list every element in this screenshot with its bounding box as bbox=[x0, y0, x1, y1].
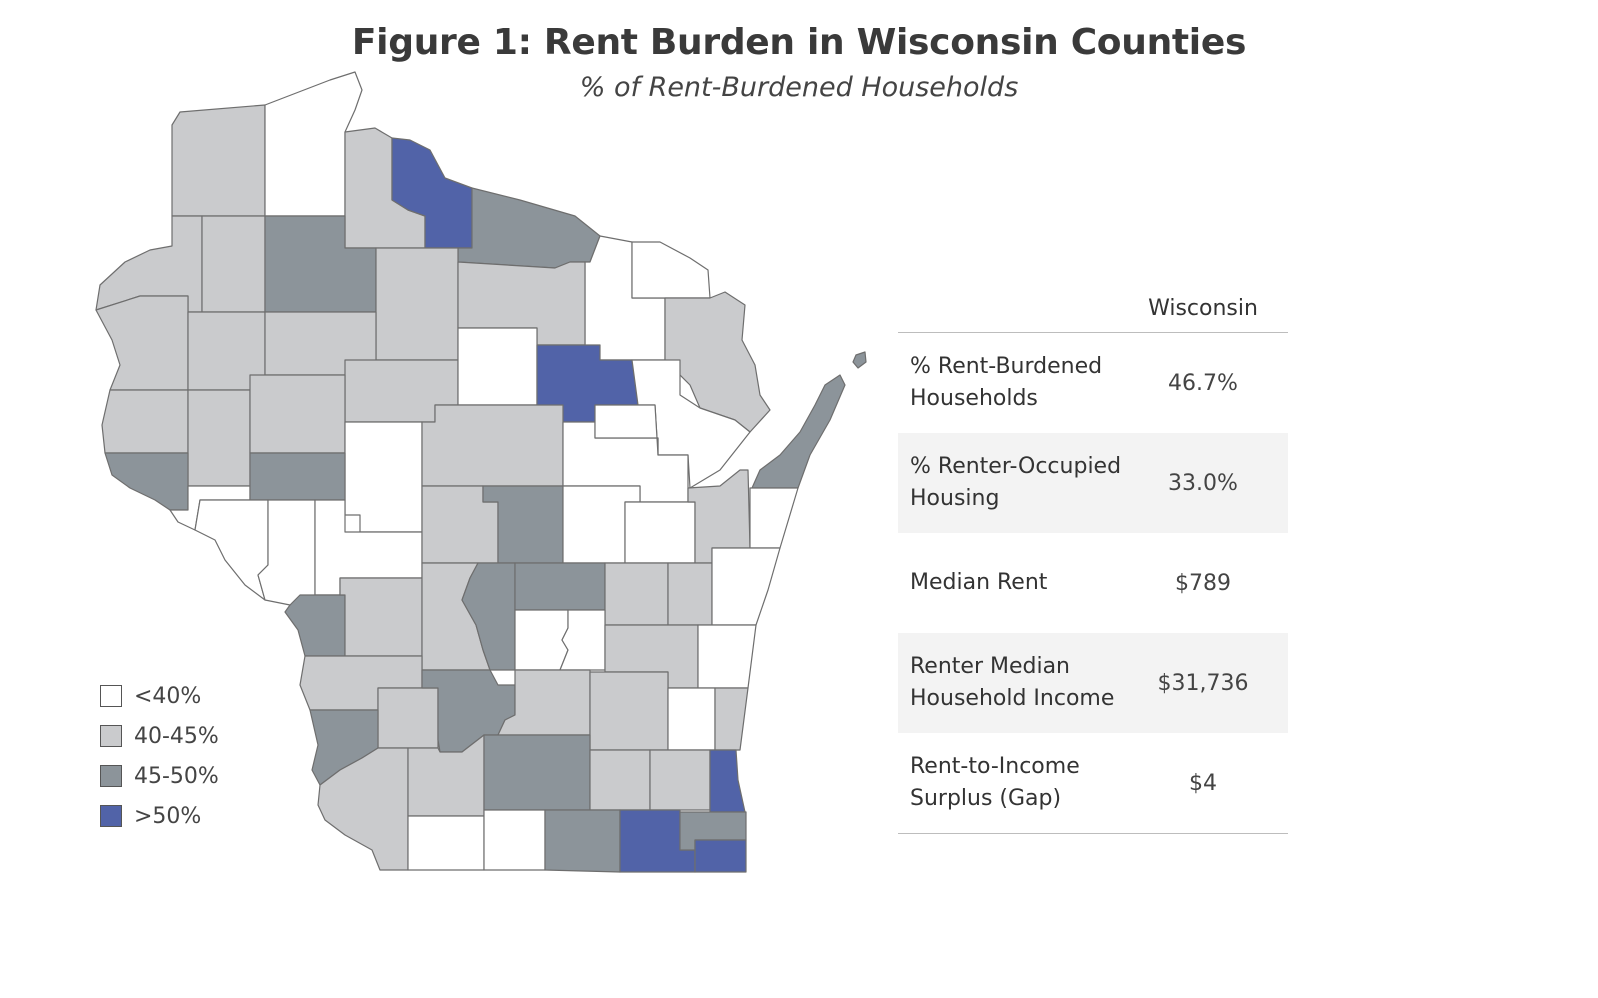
county-clark bbox=[344, 421, 423, 533]
county-monroe bbox=[339, 577, 423, 657]
county-dodge bbox=[589, 671, 669, 751]
legend-label: >50% bbox=[134, 803, 202, 829]
county-jefferson bbox=[589, 749, 651, 811]
table-header: Wisconsin bbox=[898, 292, 1288, 333]
legend-item-40-45: 40-45% bbox=[100, 716, 219, 756]
county-lincoln bbox=[457, 327, 538, 406]
county-polk bbox=[95, 295, 189, 391]
row-label: % Renter-Occupied Housing bbox=[910, 454, 1122, 511]
county-price bbox=[375, 247, 459, 361]
county-lafayette bbox=[407, 815, 485, 871]
row-value: 46.7% bbox=[1168, 370, 1238, 396]
map-legend: <40% 40-45% 45-50% >50% bbox=[100, 676, 219, 836]
county-dane bbox=[483, 734, 591, 811]
row-label: % Rent-Burdened Households bbox=[910, 354, 1103, 411]
chart-title: Figure 1: Rent Burden in Wisconsin Count… bbox=[351, 22, 1247, 63]
county-pierce bbox=[104, 452, 189, 511]
table-bottom-rule bbox=[898, 833, 1288, 834]
county-waushara bbox=[514, 562, 606, 611]
column-header-wisconsin: Wisconsin bbox=[1148, 296, 1258, 321]
map-svg bbox=[95, 71, 867, 873]
county-waukesha bbox=[649, 749, 711, 811]
row-label: Median Rent bbox=[910, 570, 1048, 595]
county-door-island bbox=[852, 351, 867, 369]
county-chippewa bbox=[249, 374, 346, 454]
wisconsin-county-map bbox=[80, 60, 900, 920]
county-marquette bbox=[514, 609, 569, 671]
legend-label: <40% bbox=[134, 683, 202, 709]
legend-item-45-50: 45-50% bbox=[100, 756, 219, 796]
table-row: % Rent-Burdened Households 46.7% bbox=[898, 333, 1288, 433]
row-label: Rent-to-Income Surplus (Gap) bbox=[910, 754, 1080, 811]
wisconsin-stats-table: Wisconsin % Rent-Burdened Households 46.… bbox=[898, 292, 1288, 834]
county-menominee bbox=[594, 404, 659, 456]
row-value: 33.0% bbox=[1168, 470, 1238, 496]
county-douglas bbox=[171, 104, 266, 217]
row-value: $4 bbox=[1189, 770, 1217, 796]
county-rock bbox=[544, 809, 621, 873]
county-ozaukee bbox=[714, 687, 749, 751]
legend-label: 45-50% bbox=[134, 763, 219, 789]
table-row: Median Rent $789 bbox=[898, 533, 1288, 633]
county-marinette bbox=[664, 291, 771, 433]
table-row: % Renter-Occupied Housing 33.0% bbox=[898, 433, 1288, 533]
county-green-lake bbox=[559, 609, 606, 671]
county-milwaukee bbox=[709, 749, 746, 813]
county-winnebago bbox=[604, 562, 669, 626]
county-florence-marinette-north bbox=[631, 241, 711, 299]
county-calumet bbox=[667, 562, 713, 626]
county-green bbox=[483, 809, 546, 871]
county-washburn bbox=[201, 215, 266, 313]
legend-item-over-50: >50% bbox=[100, 796, 219, 836]
legend-item-under-40: <40% bbox=[100, 676, 219, 716]
table-row: Renter Median Household Income $31,736 bbox=[898, 633, 1288, 733]
county-kewaunee bbox=[749, 487, 799, 549]
county-richland bbox=[377, 687, 439, 749]
table-row: Rent-to-Income Surplus (Gap) $4 bbox=[898, 733, 1288, 833]
county-st-croix bbox=[101, 389, 189, 454]
legend-swatch-dark-gray bbox=[100, 765, 122, 787]
county-vilas bbox=[457, 187, 601, 269]
county-kenosha bbox=[694, 839, 747, 873]
county-door bbox=[751, 374, 846, 489]
county-dunn bbox=[187, 389, 251, 487]
county-marathon bbox=[421, 404, 564, 487]
legend-swatch-light-gray bbox=[100, 725, 122, 747]
county-outagamie bbox=[624, 501, 696, 564]
chart-subtitle: % of Rent-Burdened Households bbox=[579, 72, 1019, 103]
county-buffalo bbox=[194, 499, 269, 601]
legend-label: 40-45% bbox=[134, 723, 219, 749]
legend-swatch-white bbox=[100, 685, 122, 707]
county-la-crosse bbox=[284, 594, 346, 657]
row-label: Renter Median Household Income bbox=[910, 654, 1115, 711]
county-eau-claire bbox=[249, 452, 346, 501]
county-grant bbox=[317, 747, 409, 871]
county-sheboygan bbox=[697, 624, 757, 689]
county-washington bbox=[667, 687, 716, 751]
county-manitowoc bbox=[711, 547, 781, 626]
row-value: $789 bbox=[1175, 570, 1231, 596]
row-value: $31,736 bbox=[1157, 670, 1249, 696]
legend-swatch-blue bbox=[100, 805, 122, 827]
